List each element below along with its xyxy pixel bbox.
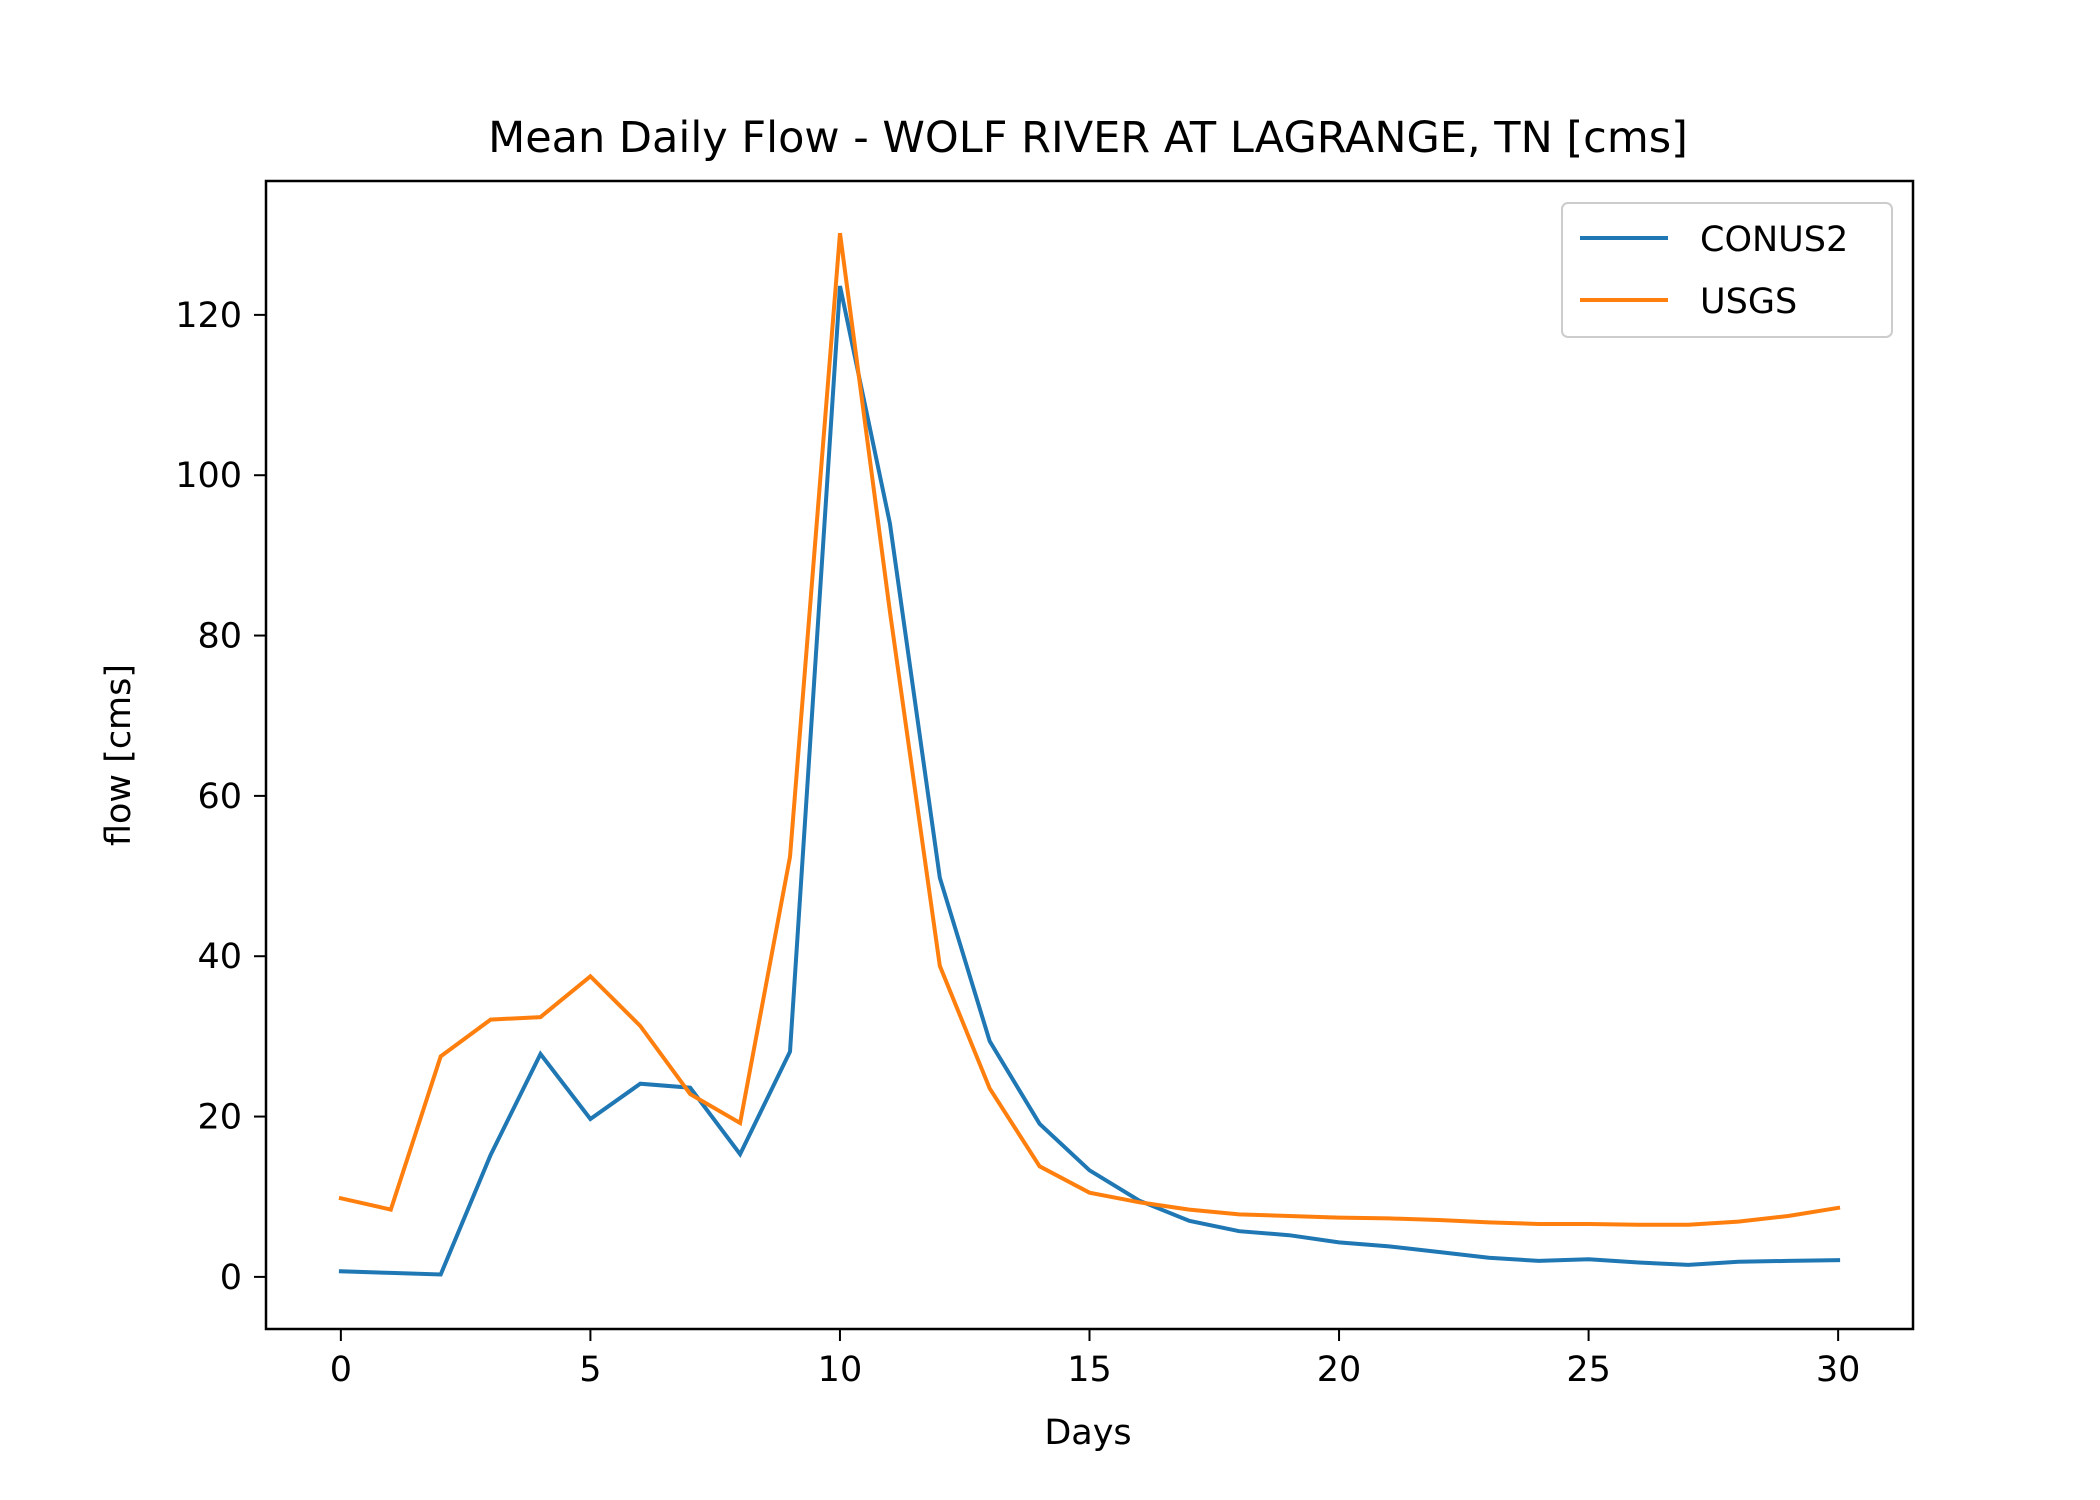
x-axis-ticks: 0 5 10 15 20 25 30	[330, 1329, 1861, 1390]
x-tick-label: 10	[818, 1350, 863, 1390]
y-axis-label: flow [cms]	[99, 664, 139, 846]
x-tick-label: 30	[1816, 1350, 1861, 1390]
legend: CONUS2 USGS	[1561, 202, 1893, 338]
x-tick-label: 25	[1566, 1350, 1611, 1390]
y-tick-label: 40	[197, 937, 242, 977]
y-axis-ticks: 0 20 40 60 80 100 120	[175, 296, 266, 1298]
series-line-conus2	[338, 285, 1841, 1277]
x-tick-label: 15	[1067, 1350, 1112, 1390]
plot-lines	[338, 232, 1841, 1277]
x-tick-label: 0	[330, 1350, 352, 1390]
legend-items: CONUS2 USGS	[1580, 220, 1848, 322]
y-tick-label: 120	[175, 296, 242, 336]
y-tick-label: 20	[197, 1098, 242, 1138]
legend-label-usgs: USGS	[1700, 282, 1797, 322]
y-tick-label: 60	[197, 777, 242, 817]
legend-label-conus2: CONUS2	[1700, 220, 1848, 260]
x-tick-label: 5	[579, 1350, 601, 1390]
y-tick-label: 0	[220, 1258, 242, 1298]
y-tick-label: 80	[197, 617, 242, 657]
x-tick-label: 20	[1317, 1350, 1362, 1390]
y-tick-label: 100	[175, 456, 242, 496]
chart-title: Mean Daily Flow - WOLF RIVER AT LAGRANGE…	[488, 113, 1688, 163]
x-axis-label: Days	[1044, 1413, 1131, 1453]
series-line-usgs	[338, 232, 1841, 1227]
